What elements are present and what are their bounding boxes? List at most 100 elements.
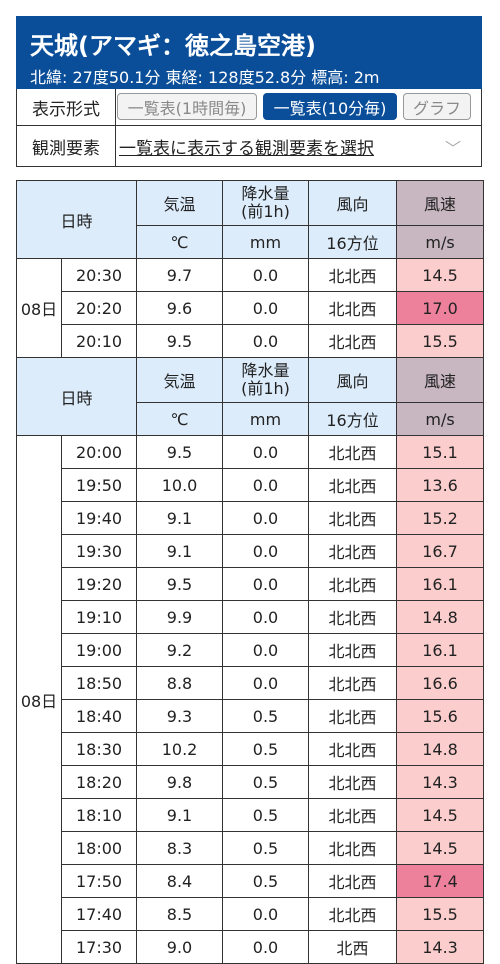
wind-direction-cell: 北北西 (308, 699, 398, 733)
wind-direction-cell: 北北西 (308, 633, 398, 667)
chevron-down-icon[interactable]: ﹀ (444, 139, 461, 158)
precipitation-cell: 0.0 (222, 897, 310, 931)
header-temperature: 気温 (136, 357, 224, 403)
temperature-cell: 8.8 (136, 666, 224, 700)
wind-direction-cell: 北北西 (308, 765, 398, 799)
temperature-cell: 8.3 (136, 831, 224, 865)
time-cell: 17:40 (60, 897, 138, 931)
day-cell: 08日 (16, 435, 62, 964)
precipitation-cell: 0.5 (222, 798, 310, 832)
wind-direction-cell: 北北西 (308, 666, 398, 700)
table-row: 20:10 9.5 0.0 北北西 15.5 (17, 324, 485, 358)
wind-direction-cell: 北北西 (308, 435, 398, 469)
elements-select-text[interactable]: 一覧表に表示する観測要素を選択 (119, 138, 374, 159)
table-row: 17:30 9.0 0.0 北西 14.3 (17, 930, 485, 964)
header-wind-direction: 風向 (308, 180, 398, 226)
ten-minute-table-button[interactable]: 一覧表(10分毎) (263, 93, 397, 120)
precipitation-cell: 0.0 (222, 534, 310, 568)
temperature-cell: 8.4 (136, 864, 224, 898)
precipitation-cell: 0.0 (222, 468, 310, 502)
precipitation-cell: 0.5 (222, 864, 310, 898)
graph-button[interactable]: グラフ (403, 93, 471, 120)
time-cell: 20:30 (60, 258, 138, 292)
header-precip-line1: 降水量 (241, 184, 290, 203)
time-cell: 20:10 (60, 324, 138, 358)
header-precipitation: 降水量 (前1h) (222, 357, 310, 403)
time-cell: 19:20 (60, 567, 138, 601)
temperature-cell: 9.6 (136, 291, 224, 325)
wind-speed-cell: 14.3 (396, 930, 485, 964)
time-cell: 18:00 (60, 831, 138, 865)
precipitation-cell: 0.0 (222, 666, 310, 700)
wind-direction-cell: 北北西 (308, 501, 398, 535)
wind-direction-cell: 北北西 (308, 600, 398, 634)
table-row: 18:20 9.8 0.5 北北西 14.3 (17, 765, 485, 799)
time-cell: 19:10 (60, 600, 138, 634)
header-precip-line2: (前1h) (241, 202, 290, 221)
time-cell: 18:30 (60, 732, 138, 766)
wind-speed-cell: 14.5 (396, 831, 485, 865)
temperature-cell: 9.8 (136, 765, 224, 799)
wind-direction-cell: 北北西 (308, 897, 398, 931)
time-cell: 20:20 (60, 291, 138, 325)
station-header: 天城(アマギ：徳之島空港) 北緯: 27度50.1分 東経: 128度52.8分… (16, 16, 482, 89)
temperature-cell: 9.1 (136, 798, 224, 832)
time-cell: 17:30 (60, 930, 138, 964)
wind-speed-cell: 17.4 (396, 864, 485, 898)
time-cell: 17:50 (60, 864, 138, 898)
header-temperature: 気温 (136, 180, 224, 226)
temperature-cell: 9.3 (136, 699, 224, 733)
table-row: 18:00 8.3 0.5 北北西 14.5 (17, 831, 485, 865)
time-cell: 19:30 (60, 534, 138, 568)
precipitation-cell: 0.5 (222, 699, 310, 733)
time-cell: 18:20 (60, 765, 138, 799)
precipitation-cell: 0.0 (222, 930, 310, 964)
table-row: 18:50 8.8 0.0 北北西 16.6 (17, 666, 485, 700)
temperature-cell: 9.5 (136, 324, 224, 358)
unit-precipitation: mm (222, 225, 310, 259)
precipitation-cell: 0.0 (222, 258, 310, 292)
wind-speed-cell: 14.5 (396, 798, 485, 832)
time-cell: 19:00 (60, 633, 138, 667)
header-wind-direction: 風向 (308, 357, 398, 403)
time-cell: 19:40 (60, 501, 138, 535)
header-wind-speed: 風速 (396, 180, 485, 226)
table-row: 19:30 9.1 0.0 北北西 16.7 (17, 534, 485, 568)
time-cell: 19:50 (60, 468, 138, 502)
wind-speed-cell: 15.2 (396, 501, 485, 535)
wind-speed-cell: 14.8 (396, 732, 485, 766)
unit-temperature: ℃ (136, 402, 224, 436)
hourly-table-button[interactable]: 一覧表(1時間毎) (117, 93, 257, 120)
day-cell: 08日 (16, 258, 62, 358)
elements-select[interactable]: 一覧表に表示する観測要素を選択 ﹀ (117, 126, 481, 166)
wind-speed-cell: 15.1 (396, 435, 485, 469)
table-row: 19:50 10.0 0.0 北北西 13.6 (17, 468, 485, 502)
temperature-cell: 9.1 (136, 501, 224, 535)
precipitation-cell: 0.5 (222, 831, 310, 865)
wind-speed-cell: 16.6 (396, 666, 485, 700)
time-cell: 20:00 (60, 435, 138, 469)
elements-row: 観測要素 一覧表に表示する観測要素を選択 ﹀ (16, 126, 482, 167)
table-row: 17:40 8.5 0.0 北北西 15.5 (17, 897, 485, 931)
unit-wind-speed: m/s (396, 402, 485, 436)
table-row: 08日 20:00 9.5 0.0 北北西 15.1 (16, 435, 485, 964)
table-row: 19:10 9.9 0.0 北北西 14.8 (17, 600, 485, 634)
precipitation-cell: 0.0 (222, 501, 310, 535)
table-row: 08日 20:30 9.7 0.0 北北西 14.5 (16, 258, 485, 358)
wind-speed-cell: 13.6 (396, 468, 485, 502)
table-row: 19:00 9.2 0.0 北北西 16.1 (17, 633, 485, 667)
observation-table: 日時 気温 降水量 (前1h) 風向 風速 ℃ mm 16方位 m/s 08日 20:30 9.7 0.0… (15, 180, 485, 964)
time-cell: 18:40 (60, 699, 138, 733)
header-wind-speed: 風速 (396, 357, 485, 403)
temperature-cell: 9.2 (136, 633, 224, 667)
station-coords: 北緯: 27度50.1分 東経: 128度52.8分 標高: 2m (30, 68, 380, 87)
table-row: 18:10 9.1 0.5 北北西 14.5 (17, 798, 485, 832)
temperature-cell: 9.7 (136, 258, 224, 292)
wind-direction-cell: 北北西 (308, 324, 398, 358)
header-precip-line1: 降水量 (241, 361, 290, 380)
table-row: 18:30 10.2 0.5 北北西 14.8 (17, 732, 485, 766)
table-row: 18:40 9.3 0.5 北北西 15.6 (17, 699, 485, 733)
precipitation-cell: 0.0 (222, 600, 310, 634)
temperature-cell: 9.0 (136, 930, 224, 964)
time-cell: 18:10 (60, 798, 138, 832)
